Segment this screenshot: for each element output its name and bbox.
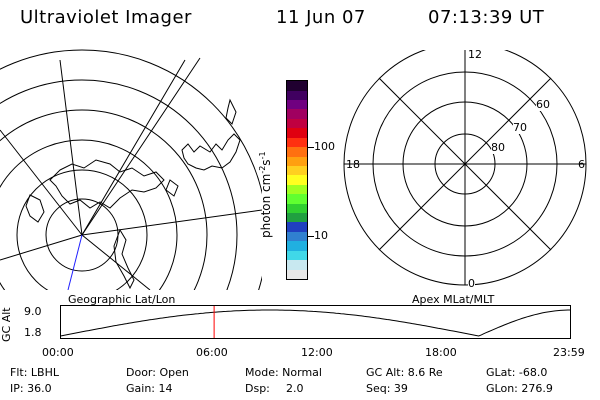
coastline [165,179,179,197]
lon-line [0,234,83,261]
colorbar-segment [287,109,307,119]
lat-circle [0,139,178,290]
lon-line [81,209,262,236]
coastline [113,228,135,290]
mlt-label-6: 6 [578,158,585,171]
gc-alt-info: GC Alt: 8.6 Re [366,366,443,379]
timeline-x-tick: 06:00 [196,346,228,359]
colorbar-segment [287,222,307,232]
timeline-x-tick: 18:00 [425,346,457,359]
timeline-x-tick: 00:00 [42,346,74,359]
altitude-timeline [60,305,571,339]
apex-polar-panel [343,50,587,286]
timeline-frame [60,305,571,339]
colorbar-segment [287,231,307,242]
seq-info: Seq: 39 [366,382,408,395]
lat-circle [16,169,148,290]
colorbar-segment [287,203,307,214]
colorbar [286,80,308,280]
door-info: Door: Open [126,366,189,379]
ip-info: IP: 36.0 [10,382,52,395]
colorbar-segment [287,156,307,166]
colorbar-segment [287,128,307,138]
satellite-track [67,234,83,290]
colorbar-segment [287,269,307,279]
filter-info: Flt: LBHL [10,366,59,379]
coastline [49,159,165,209]
coastline [225,98,237,125]
date-label: 11 Jun 07 [276,7,366,28]
gain-info: Gain: 14 [126,382,173,395]
lon-line [81,59,186,236]
dsp-label: Dsp: [245,382,270,395]
mlt-label-12: 12 [468,48,482,61]
colorbar-segment [287,165,307,176]
timeline-y-axis-label: GC Alt [0,307,13,342]
colorbar-segment [287,99,307,110]
glon-info: GLon: 276.9 [486,382,553,395]
lon-line [59,59,83,236]
colorbar-segment [287,194,307,204]
mlt-label-0: 0 [468,277,475,290]
glat-info: GLat: -68.0 [486,366,548,379]
mlt-label-18: 18 [346,158,360,171]
time-label: 07:13:39 UT [428,7,545,28]
colorbar-segment [287,184,307,195]
colorbar-segment [287,213,307,223]
colorbar-segment [287,137,307,148]
mlt-line [378,77,552,251]
timeline-y-tick-low: 1.8 [24,326,42,339]
colorbar-tick [308,236,314,237]
lat-circle [0,49,262,290]
mlat-label-70: 70 [513,121,527,134]
colorbar-segment [287,147,307,157]
lat-circle [0,109,208,290]
colorbar-segment [287,250,307,261]
colorbar-segment [287,118,307,129]
lon-line [0,129,83,236]
coastline [25,194,45,223]
mlat-label-80: 80 [491,141,505,154]
timeline-y-tick-high: 9.0 [24,305,42,318]
colorbar-unit-label: photon cm-2s-1 [258,151,273,238]
instrument-title: Ultraviolet Imager [20,7,192,28]
timeline-x-tick: 23:59 [553,346,585,359]
altitude-curve [60,309,571,337]
mode-info: Mode: Normal [245,366,322,379]
colorbar-segment [287,260,307,270]
timeline-right-title: Apex MLat/MLT [412,293,495,306]
coastline [181,133,241,171]
lon-line [81,57,201,236]
timeline-left-title: Geographic Lat/Lon [68,293,176,306]
colorbar-segment [287,175,307,185]
lat-circle [0,79,238,290]
colorbar-segment [287,241,307,251]
colorbar-tick [308,147,314,148]
colorbar-segment [287,81,307,91]
colorbar-segment [287,90,307,100]
timeline-x-tick: 12:00 [301,346,333,359]
colorbar-tick-high: 100 [314,140,335,153]
colorbar-tick-low: 10 [314,229,328,242]
geographic-map-panel [0,49,262,290]
mlat-label-60: 60 [536,98,550,111]
dsp-value: 2.0 [286,382,304,395]
